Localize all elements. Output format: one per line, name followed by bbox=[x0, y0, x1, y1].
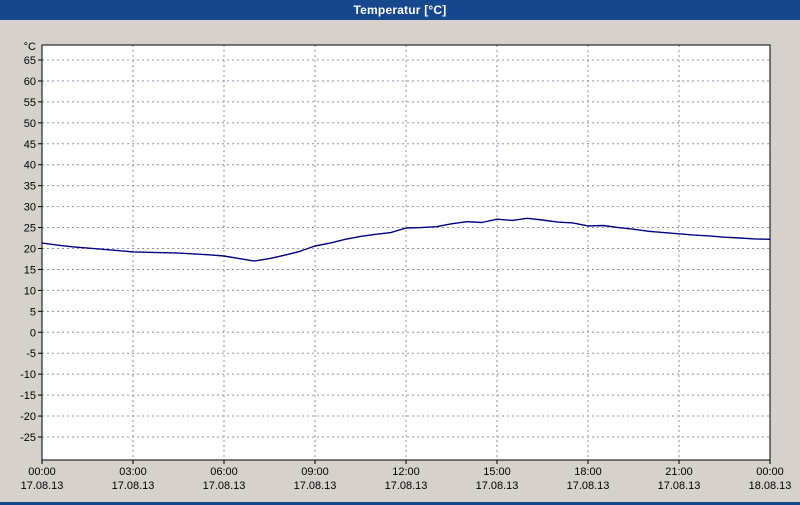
y-tick-label: -10 bbox=[20, 369, 36, 381]
plot-border bbox=[41, 44, 771, 461]
x-tick-time-label: 15:00 bbox=[483, 466, 511, 478]
y-tick-label: 30 bbox=[24, 202, 36, 214]
y-tick-label: -20 bbox=[20, 411, 36, 423]
y-tick-label: 0 bbox=[30, 327, 36, 339]
window-title: Temperatur [°C] bbox=[353, 3, 447, 17]
y-tick-label: 20 bbox=[24, 244, 36, 256]
x-tick-time-label: 12:00 bbox=[392, 466, 420, 478]
x-tick-time-label: 09:00 bbox=[301, 466, 329, 478]
x-tick-time-label: 00:00 bbox=[28, 466, 56, 478]
y-tick-label: 10 bbox=[24, 285, 36, 297]
x-tick-date-label: 17.08.13 bbox=[112, 480, 155, 492]
y-tick-label: 50 bbox=[24, 118, 36, 130]
x-tick-date-label: 17.08.13 bbox=[203, 480, 246, 492]
y-tick-label: -5 bbox=[26, 348, 36, 360]
x-tick-date-label: 17.08.13 bbox=[476, 480, 519, 492]
y-tick-label: 35 bbox=[24, 181, 36, 193]
x-tick-date-label: 18.08.13 bbox=[749, 480, 792, 492]
y-tick-label: 15 bbox=[24, 264, 36, 276]
y-tick-label: 5 bbox=[30, 306, 36, 318]
temperature-line bbox=[41, 217, 771, 262]
x-tick-date-label: 17.08.13 bbox=[658, 480, 701, 492]
y-tick-label: 45 bbox=[24, 139, 36, 151]
window-title-bar: Temperatur [°C] bbox=[0, 0, 800, 20]
y-tick-label: -25 bbox=[20, 432, 36, 444]
y-tick-label: 60 bbox=[24, 76, 36, 88]
x-tick-time-label: 00:00 bbox=[756, 466, 784, 478]
temperature-line-chart: 65605550454035302520151050-5-10-15-20-25… bbox=[20, 41, 792, 492]
chart-container: 65 60 55 50 45 40 35 30 25 20 15 10 5 0 -5 -10 -15 -20 -25… bbox=[0, 20, 800, 502]
x-tick-date-label: 17.08.13 bbox=[385, 480, 428, 492]
x-tick-date-label: 17.08.13 bbox=[294, 480, 337, 492]
y-tick-label: -15 bbox=[20, 390, 36, 402]
y-tick-label: 40 bbox=[24, 160, 36, 172]
x-tick-time-label: 18:00 bbox=[574, 466, 602, 478]
y-tick-label: 25 bbox=[24, 223, 36, 235]
y-tick-label: 65 bbox=[24, 55, 36, 67]
y-tick-label: 55 bbox=[24, 97, 36, 109]
x-tick-time-label: 21:00 bbox=[665, 466, 693, 478]
x-tick-date-label: 17.08.13 bbox=[21, 480, 64, 492]
x-tick-date-label: 17.08.13 bbox=[567, 480, 610, 492]
x-tick-time-label: 06:00 bbox=[210, 466, 238, 478]
x-tick-time-label: 03:00 bbox=[119, 466, 147, 478]
y-axis-unit-label: °C bbox=[24, 41, 36, 53]
